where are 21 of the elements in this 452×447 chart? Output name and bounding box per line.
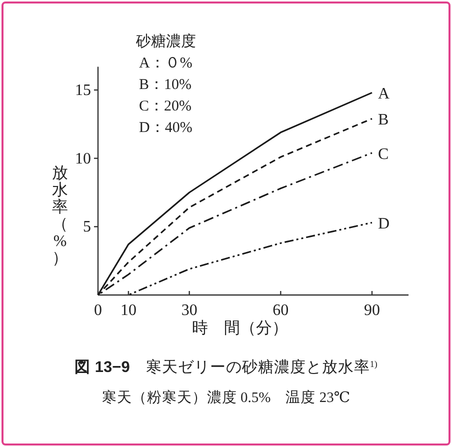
series-label: C xyxy=(378,146,389,163)
y-axis-title: 放水率（%） xyxy=(52,165,68,267)
x-tick-label: 0 xyxy=(94,302,102,319)
x-tick-label: 30 xyxy=(181,302,198,319)
y-tick-label: 15 xyxy=(75,82,91,99)
y-tick-label: 5 xyxy=(83,218,91,236)
text: 図 13−9 寒天ゼリーの砂糖濃度と放水率$^{1)}$ xyxy=(74,358,378,376)
text: 寒天（粉寒天）濃度 0.5% 温度 23℃ xyxy=(102,389,350,406)
x-tick-label: 10 xyxy=(120,302,136,319)
series-label: B xyxy=(378,112,389,129)
text: 砂糖濃度 xyxy=(135,33,196,50)
y-tick-label: 10 xyxy=(75,150,91,168)
x-axis-title: 時 間（分） xyxy=(192,319,288,337)
annotation: B：10% xyxy=(139,77,192,93)
series-label: D xyxy=(378,216,390,233)
annotation: A：０% xyxy=(139,56,192,72)
annotation: D：40% xyxy=(139,120,192,136)
series-label: A xyxy=(378,86,390,103)
x-tick-label: 90 xyxy=(364,302,380,319)
x-tick-label: 60 xyxy=(272,302,289,319)
annotation: C：20% xyxy=(139,98,192,114)
